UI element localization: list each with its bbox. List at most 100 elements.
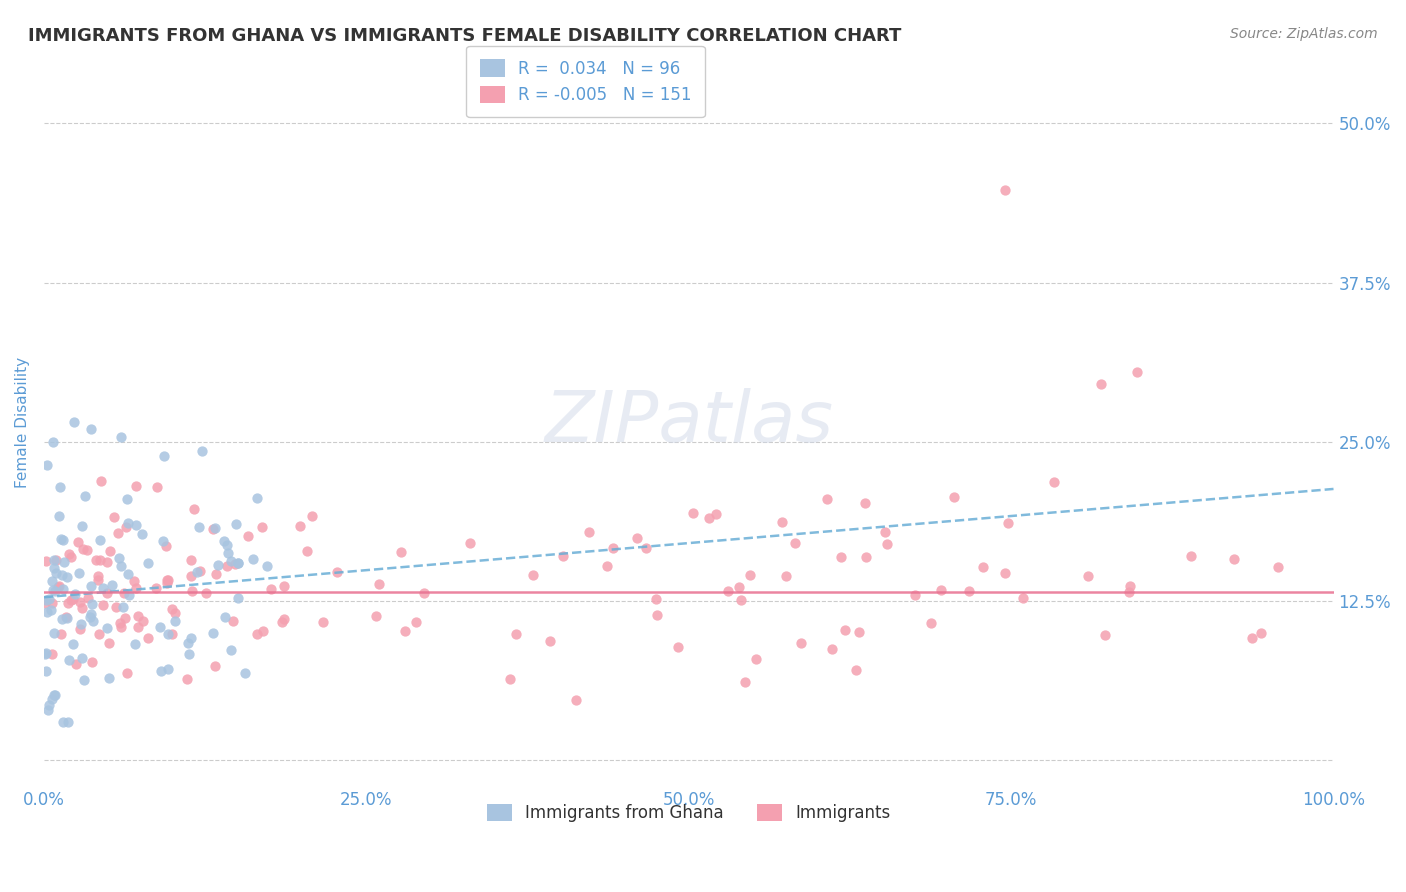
Point [104,599,127,614]
Point [67,535,90,549]
Point [34,596,56,610]
Point [72,541,94,556]
Point [596,558,619,573]
Point [138,631,160,645]
Point [876,537,898,551]
Point [201,626,224,640]
Point [48,508,70,523]
Point [326,565,349,579]
Point [117,491,139,506]
Point [65,587,87,601]
Point [44,689,66,703]
Point [73,673,96,687]
Point [783,535,806,549]
Point [131,527,153,541]
Point [848,624,870,639]
Point [132,614,155,628]
Point [250,520,273,534]
Point [79,610,101,624]
Point [34,592,56,607]
Point [176,672,198,686]
Point [645,608,668,623]
Point [49,627,72,641]
Point [413,586,436,600]
Point [65,657,87,671]
Point [666,640,689,654]
Point [125,478,148,492]
Point [101,578,124,592]
Point [214,610,236,624]
Point [1180,549,1202,563]
Point [957,583,980,598]
Point [70,650,93,665]
Point [114,520,136,534]
Point [70,616,93,631]
Point [110,430,132,444]
Point [260,582,283,596]
Point [108,615,131,630]
Point [72,519,94,533]
Point [58,547,80,561]
Text: ZIPatlas: ZIPatlas [544,388,834,458]
Point [122,574,145,588]
Point [1250,626,1272,640]
Point [91,598,114,612]
Point [312,615,335,630]
Point [215,538,238,552]
Point [96,555,118,569]
Point [41,574,63,588]
Point [90,474,112,488]
Point [273,612,295,626]
Point [73,489,96,503]
Point [821,642,844,657]
Point [389,545,412,559]
Point [1240,631,1263,645]
Point [929,582,952,597]
Point [225,516,247,531]
Point [67,566,90,581]
Point [127,620,149,634]
Point [205,566,228,581]
Point [37,458,59,472]
Point [997,516,1019,530]
Point [35,665,58,679]
Point [215,558,238,573]
Point [49,480,72,494]
Point [236,529,259,543]
Point [41,692,63,706]
Point [155,539,177,553]
Point [56,570,79,584]
Point [38,591,60,606]
Point [82,598,104,612]
Point [59,550,82,565]
Point [35,646,58,660]
Point [565,693,588,707]
Point [180,631,202,645]
Point [834,624,856,638]
Point [35,554,58,568]
Point [156,573,179,587]
Point [125,581,148,595]
Point [186,565,208,579]
Point [845,663,868,677]
Point [114,611,136,625]
Legend: Immigrants from Ghana, Immigrants: Immigrants from Ghana, Immigrants [474,790,904,836]
Point [82,614,104,628]
Point [222,614,245,628]
Point [830,549,852,564]
Point [728,580,751,594]
Point [177,648,200,662]
Point [704,507,727,521]
Point [682,506,704,520]
Point [89,553,111,567]
Point [233,665,256,680]
Point [290,518,312,533]
Point [368,577,391,591]
Point [82,656,104,670]
Point [156,574,179,588]
Point [301,508,323,523]
Point [45,566,67,581]
Point [34,647,56,661]
Point [226,591,249,606]
Point [48,579,70,593]
